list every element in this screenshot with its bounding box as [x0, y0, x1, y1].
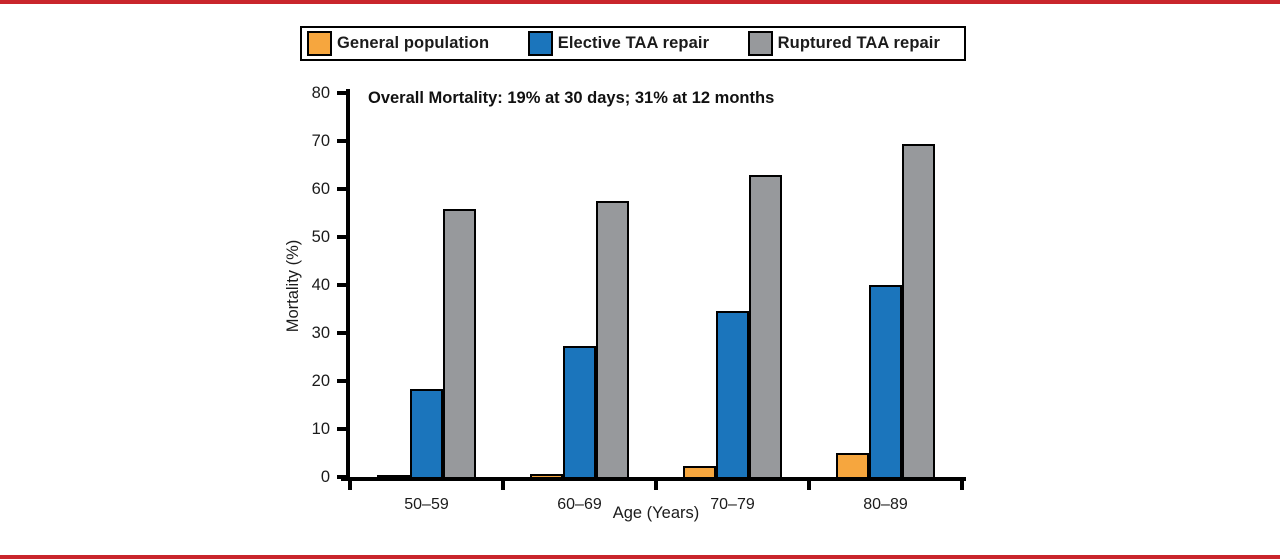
legend-label-general-population: General population — [337, 34, 490, 52]
bar-ruptured-taa-repair-50-59 — [443, 208, 476, 477]
y-tick-label-70: 70 — [311, 132, 330, 150]
bar-elective-taa-repair-50-59 — [410, 389, 443, 477]
y-axis-line — [346, 89, 350, 477]
y-tick-40 — [337, 283, 346, 287]
legend-item-elective-taa-repair: Elective TAA repair — [527, 31, 710, 56]
x-tick-2 — [654, 477, 658, 490]
bar-elective-taa-repair-80-89 — [869, 284, 902, 477]
x-category-label-60-69: 60–69 — [557, 496, 602, 513]
legend-label-ruptured-taa-repair: Ruptured TAA repair — [777, 34, 940, 52]
legend-label-elective-taa-repair: Elective TAA repair — [557, 34, 710, 52]
x-category-label-50-59: 50–59 — [404, 496, 449, 513]
y-tick-label-20: 20 — [311, 372, 330, 390]
legend-swatch-ruptured-taa-repair — [747, 31, 773, 56]
legend-item-general-population: General population — [307, 31, 489, 56]
x-category-label-70-79: 70–79 — [710, 496, 755, 513]
chart-legend: General population Elective TAA repair R… — [300, 26, 966, 61]
y-tick-0 — [337, 475, 346, 479]
bar-general-population-80-89 — [836, 453, 869, 477]
bar-general-population-60-69 — [530, 474, 563, 477]
top-red-rule — [0, 0, 1280, 4]
legend-swatch-elective-taa-repair — [527, 31, 553, 56]
bar-ruptured-taa-repair-70-79 — [749, 175, 782, 477]
y-tick-30 — [337, 331, 346, 335]
legend-swatch-general-population — [307, 31, 332, 56]
x-tick-3 — [807, 477, 811, 490]
bar-elective-taa-repair-70-79 — [716, 311, 749, 477]
y-tick-10 — [337, 427, 346, 431]
y-tick-label-0: 0 — [320, 468, 330, 486]
y-axis-title: Mortality (%) — [284, 239, 302, 333]
y-tick-80 — [337, 91, 346, 95]
y-tick-label-10: 10 — [311, 420, 330, 438]
y-tick-label-50: 50 — [311, 228, 330, 246]
x-tick-0 — [348, 477, 352, 490]
bar-chart-plot-area: Overall Mortality: 19% at 30 days; 31% a… — [312, 84, 966, 513]
x-axis-title: Age (Years) — [612, 504, 700, 522]
bar-ruptured-taa-repair-80-89 — [902, 144, 935, 477]
x-tick-4 — [960, 477, 964, 490]
bottom-red-rule — [0, 555, 1280, 559]
y-tick-60 — [337, 187, 346, 191]
bar-general-population-70-79 — [683, 465, 716, 477]
bar-ruptured-taa-repair-60-69 — [596, 201, 629, 477]
bar-general-population-50-59 — [377, 475, 410, 477]
x-category-label-80-89: 80–89 — [863, 496, 908, 513]
y-tick-label-80: 80 — [311, 84, 330, 102]
y-tick-label-60: 60 — [311, 180, 330, 198]
legend-item-ruptured-taa-repair: Ruptured TAA repair — [747, 31, 940, 56]
y-tick-label-40: 40 — [311, 276, 330, 294]
x-axis-line — [341, 477, 966, 481]
y-tick-70 — [337, 139, 346, 143]
overall-mortality-annotation: Overall Mortality: 19% at 30 days; 31% a… — [368, 89, 775, 107]
y-tick-50 — [337, 235, 346, 239]
bar-elective-taa-repair-60-69 — [563, 346, 596, 477]
x-tick-1 — [501, 477, 505, 490]
y-tick-label-30: 30 — [311, 324, 330, 342]
y-tick-20 — [337, 379, 346, 383]
